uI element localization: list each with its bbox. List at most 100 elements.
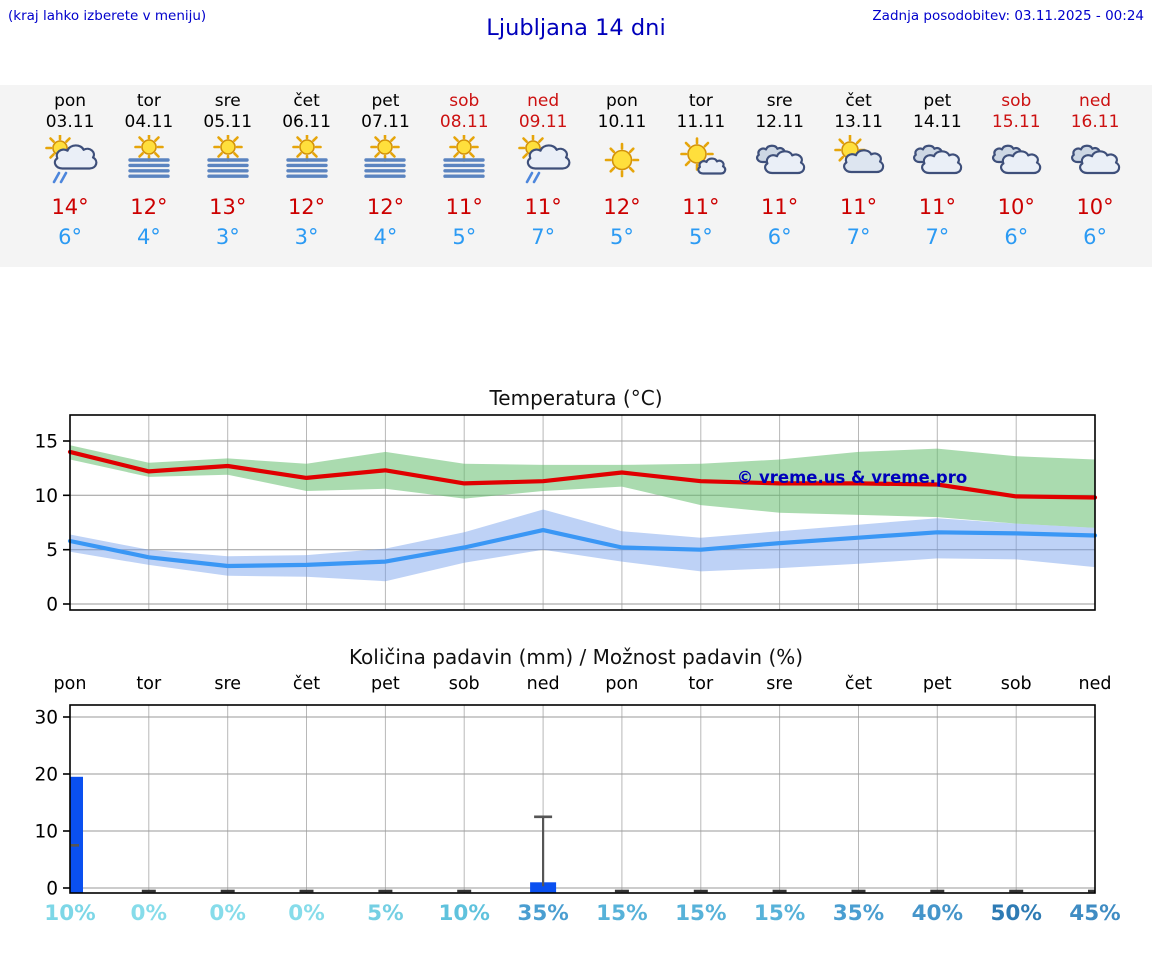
precip-probability: 50% [990,901,1042,926]
precip-day-label: čet [844,674,873,694]
day-date: 11.11 [676,112,726,132]
low-temp: 3° [294,225,319,249]
low-temp: 7° [925,225,950,249]
day-name: ned [527,91,560,111]
high-temp: 11° [682,195,720,219]
svg-text:5: 5 [46,540,58,561]
high-temp: 10° [997,195,1035,219]
forecast-day-05.11[interactable]: sre 05.11 13° 3° [188,85,267,267]
page-title: Ljubljana 14 dni [486,15,666,41]
low-temp: 6° [1083,225,1107,249]
precip-day-label: sob [448,674,480,694]
sun-fog-icon [432,132,496,187]
forecast-day-11.11[interactable]: tor 11.11 11° 5° [661,85,740,267]
forecast-day-03.11[interactable]: pon 03.11 14° 6° [31,85,110,267]
high-temp: 13° [209,195,247,219]
high-temp: 11° [761,195,799,219]
day-name: čet [845,91,872,111]
day-name: tor [136,91,161,111]
precipitation-chart: 0 10 20 30 [34,704,1096,900]
low-temp: 6° [1004,225,1029,249]
low-temp: 5° [610,225,634,249]
precip-probability-labels: 10% 0% 0% 0% 5% 10% 35% 15% 15% 15% 35% 40% 50% 45% [0,901,1152,931]
menu-hint: (kraj lahko izberete v meniju) [8,8,207,24]
min-temperature-line [67,527,1098,569]
low-temp: 4° [136,225,161,249]
precip-day-label: pon [605,674,639,694]
high-temp: 12° [603,195,641,219]
day-name: tor [688,91,713,111]
svg-text:10: 10 [34,486,58,507]
svg-text:10: 10 [34,822,58,843]
sun-fog-icon [117,132,181,187]
low-temp: 7° [531,225,556,249]
day-date: 16.11 [1070,112,1120,132]
forecast-day-13.11[interactable]: čet 13.11 11° 7° [819,85,898,267]
high-temp: 10° [1076,195,1114,219]
precip-probability: 10% [438,901,490,926]
precip-probability: 15% [675,901,727,926]
precip-probability: 10% [44,901,96,926]
day-date: 03.11 [45,112,95,132]
precip-probability: 45% [1069,901,1121,926]
day-date: 09.11 [518,112,568,132]
precip-day-label: pet [371,674,400,694]
precip-day-label: sob [1000,674,1032,694]
high-temp: 11° [445,195,483,219]
precip-probability: 35% [832,901,885,926]
precip-day-label: čet [292,674,321,694]
forecast-day-06.11[interactable]: čet 06.11 12° 3° [267,85,346,267]
sun-fog-icon [196,132,260,187]
day-name: sre [766,91,793,111]
precip-probability: 0% [209,901,246,926]
temperature-chart-title: Temperatura (°C) [489,386,663,410]
max-temperature-range [70,445,1095,528]
forecast-strip: pon 03.11 14° 6° tor 04.11 12° 4° sre 05.11 13° 3° č… [0,85,1152,267]
svg-text:15: 15 [34,432,58,453]
precip-probability: 15% [753,901,806,926]
sun-small-cloud-icon [669,135,733,187]
high-temp: 11° [918,195,956,219]
high-temp: 12° [130,195,168,219]
forecast-day-10.11[interactable]: pon 10.11 12° 5° [582,85,661,267]
sun-icon [590,135,654,187]
svg-text:30: 30 [34,708,58,729]
precip-day-label: tor [688,674,714,694]
high-temp: 11° [524,195,562,219]
svg-text:0: 0 [46,879,58,900]
forecast-day-07.11[interactable]: pet 07.11 12° 4° [346,85,425,267]
forecast-day-14.11[interactable]: pet 14.11 11° 7° [898,85,977,267]
low-temp: 6° [767,225,792,249]
watermark-link[interactable]: © vreme.us & vreme.pro [737,468,967,487]
forecast-day-04.11[interactable]: tor 04.11 12° 4° [109,85,188,267]
precip-day-label: ned [526,674,560,694]
forecast-day-16.11[interactable]: ned 16.11 10° 6° [1056,85,1135,267]
low-temp: 5° [688,225,713,249]
day-date: 05.11 [203,112,253,132]
day-date: 06.11 [282,112,331,132]
forecast-day-08.11[interactable]: sob 08.11 11° 5° [425,85,504,267]
svg-text:0: 0 [46,595,58,616]
precip-probability: 0% [288,901,325,926]
day-date: 14.11 [913,112,962,132]
svg-text:20: 20 [34,765,58,786]
cloudy-icon [984,135,1048,187]
precip-day-label: pon [53,674,87,694]
day-date: 12.11 [755,112,804,132]
forecast-day-12.11[interactable]: sre 12.11 11° 6° [740,85,819,267]
precip-day-label: ned [1078,674,1112,694]
cloudy-icon [905,135,969,187]
day-name: pon [54,91,87,111]
precipitation-chart-title: Količina padavin (mm) / Možnost padavin … [348,645,804,669]
precip-bar [530,882,557,893]
low-temp: 3° [215,225,240,249]
precip-probability: 40% [911,901,964,926]
precip-day-label: sre [766,674,793,694]
low-temp: 5° [452,225,477,249]
sun-fog-icon [275,132,339,187]
forecast-day-09.11[interactable]: ned 09.11 11° 7° [504,85,583,267]
temperature-chart: 0 5 10 15 © vreme.us & vreme.pro [34,414,1098,616]
forecast-day-15.11[interactable]: sob 15.11 10° 6° [977,85,1056,267]
precip-probability: 15% [596,901,648,926]
